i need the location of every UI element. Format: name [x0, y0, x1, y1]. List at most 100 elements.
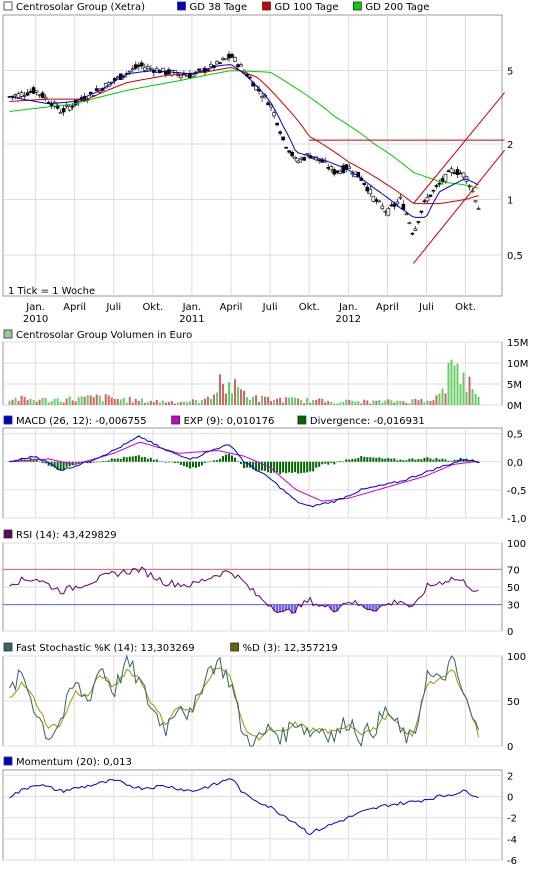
candle-body — [284, 146, 288, 149]
volume-bar — [231, 393, 234, 405]
volume-bar — [107, 395, 110, 405]
volume-bar — [420, 398, 423, 405]
divergence-bar — [384, 458, 387, 462]
tick-note: 1 Tick = 1 Woche — [8, 286, 95, 297]
divergence-bar — [369, 457, 372, 462]
divergence-bar — [291, 461, 294, 473]
macd-tick-label: -1,0 — [507, 514, 527, 525]
legend-label: RSI (14): 43,429829 — [16, 530, 117, 541]
divergence-bar — [116, 458, 119, 462]
candle-body — [260, 96, 264, 98]
exp-line — [9, 441, 479, 502]
divergence-bar — [429, 458, 432, 462]
divergence-bar — [399, 459, 402, 462]
legend-label: Divergence: -0,016931 — [310, 416, 425, 427]
volume-bar — [264, 396, 267, 405]
volume-bar — [381, 402, 384, 405]
legend-swatch — [3, 756, 13, 766]
volume-bar — [47, 402, 50, 405]
volume-bar — [212, 394, 215, 405]
legend-swatch — [3, 642, 13, 652]
volume-bar — [62, 402, 65, 405]
candle-body — [335, 170, 340, 174]
candle-body — [191, 74, 195, 77]
oversold-fill — [330, 604, 333, 610]
candle-body — [25, 92, 30, 96]
divergence-bar — [131, 456, 134, 462]
volume-bar — [312, 400, 315, 405]
candle-body — [239, 64, 243, 67]
volume-bar — [273, 399, 276, 405]
divergence-bar — [453, 459, 456, 462]
volume-bar — [309, 402, 312, 405]
volume-bar — [462, 372, 465, 405]
volume-bar — [224, 393, 227, 405]
candle-body — [206, 69, 210, 71]
x-tick-label: April — [63, 302, 86, 313]
divergence-bar — [206, 461, 209, 463]
divergence-bar — [68, 461, 71, 467]
candle-body — [13, 94, 18, 97]
volume-bar — [294, 397, 297, 405]
volume-bar — [282, 402, 285, 405]
divergence-bar — [381, 458, 384, 462]
divergence-bar — [375, 457, 378, 462]
volume-bar — [185, 402, 188, 405]
volume-bar — [143, 402, 146, 405]
volume-bar — [408, 403, 411, 405]
divergence-bar — [221, 456, 224, 462]
candle-body — [332, 169, 337, 175]
rsi-tick-label: 0 — [507, 627, 513, 638]
stochastic-tick-label: 50 — [507, 697, 520, 708]
momentum-panel: Momentum (20): 0,013 2 0 -2 -4 -6 — [2, 756, 517, 867]
x-year-label: 2010 — [23, 314, 48, 325]
candle-body — [115, 76, 120, 79]
candle-body — [374, 199, 379, 202]
candle-body — [398, 196, 403, 199]
divergence-bar — [191, 461, 194, 468]
divergence-bar — [167, 461, 170, 463]
momentum-tick-label: -4 — [507, 835, 517, 846]
divergence-bar — [92, 461, 95, 463]
divergence-bar — [107, 460, 110, 462]
candle-body — [28, 90, 33, 93]
volume-bar — [23, 396, 26, 405]
divergence-bar — [435, 457, 438, 462]
divergence-bar — [306, 461, 309, 473]
divergence-bar — [252, 461, 255, 470]
divergence-bar — [170, 461, 173, 463]
volume-bar — [17, 401, 20, 405]
price-tick-label: 1 — [507, 196, 513, 207]
volume-tick-label: 10M — [507, 359, 528, 370]
candle-body — [43, 96, 48, 99]
divergence-bar — [203, 461, 206, 464]
volume-bar — [194, 400, 197, 405]
volume-bar — [68, 396, 71, 405]
divergence-bar — [113, 458, 116, 462]
legend-label: GD 38 Tage — [190, 2, 248, 13]
divergence-bar — [47, 461, 50, 466]
divergence-bar — [396, 460, 399, 462]
divergence-bar — [188, 461, 191, 469]
volume-tick-label: 0M — [507, 401, 522, 412]
volume-bar — [200, 400, 203, 405]
oversold-fill — [284, 604, 288, 610]
volume-bar — [363, 399, 366, 405]
divergence-bar — [282, 461, 285, 473]
x-tick-label: April — [376, 302, 399, 313]
candle-body — [416, 221, 421, 223]
volume-bar — [83, 396, 86, 405]
volume-bar — [243, 390, 246, 405]
divergence-bar — [444, 459, 447, 462]
volume-bar — [333, 403, 336, 405]
trend-line — [413, 149, 505, 264]
volume-bar — [125, 402, 128, 405]
divergence-bar — [414, 459, 417, 462]
oversold-fill — [366, 604, 369, 610]
divergence-bar — [300, 461, 303, 474]
candle-body — [224, 57, 228, 61]
volume-bar — [122, 397, 125, 405]
candle-body — [58, 111, 63, 114]
candle-body — [185, 75, 189, 78]
divergence-bar — [237, 461, 240, 462]
